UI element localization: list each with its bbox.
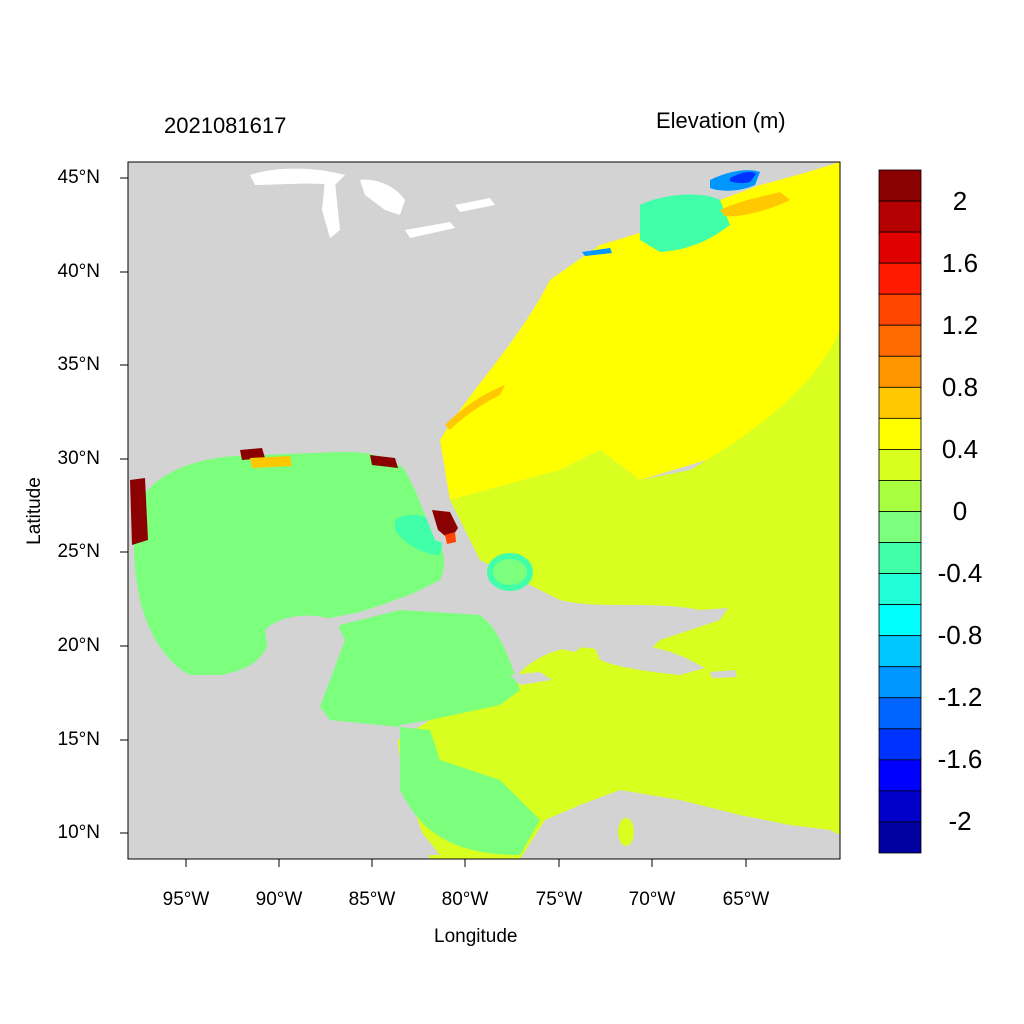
colorbar-box — [878, 542, 922, 574]
x-tick-label: 70°W — [628, 889, 676, 910]
lake-huron — [360, 179, 405, 215]
colorbar-box — [878, 449, 922, 481]
variable-title: Elevation (m) — [656, 108, 786, 133]
colorbar-label: 0.4 — [941, 434, 979, 464]
colorbar-box — [878, 666, 922, 699]
lake-ontario — [455, 198, 495, 212]
date-title: 2021081617 — [164, 113, 287, 138]
x-tick-label: 80°W — [441, 889, 489, 910]
colorbar-box — [878, 604, 922, 637]
x-tick-label: 75°W — [535, 889, 583, 910]
y-tick-label: 35°N — [57, 354, 100, 375]
x-tick-marks — [185, 859, 747, 867]
gulf-of-maine — [640, 194, 730, 252]
colorbar-box — [878, 480, 922, 512]
colorbar — [878, 169, 922, 854]
carolina-coast-high — [445, 385, 505, 430]
yucatan — [265, 615, 345, 720]
gulf-coast-surge — [240, 448, 265, 460]
colorbar-label: 0 — [952, 496, 968, 526]
nova-scotia-high — [720, 192, 790, 217]
colorbar-box — [878, 573, 922, 606]
colorbar-label: 1.2 — [941, 310, 979, 340]
colorbar-box — [878, 697, 922, 730]
colorbar-box — [878, 386, 922, 419]
y-tick-label: 25°N — [57, 541, 100, 562]
florida-surge — [432, 510, 458, 540]
atlantic-high-elevation — [440, 162, 840, 500]
lake-maracaibo — [618, 818, 634, 846]
y-tick-label: 20°N — [57, 635, 100, 656]
colorbar-box — [878, 262, 922, 295]
colorbar-label: 2 — [952, 186, 968, 216]
colorbar-label: -0.8 — [937, 620, 983, 650]
colorbar-label: -2 — [948, 806, 972, 836]
lake-superior — [250, 168, 345, 185]
maine-coast-lowest — [730, 171, 756, 184]
colorbar-label: -1.6 — [937, 744, 983, 774]
texas-coast-surge — [130, 478, 148, 545]
long-island-low — [582, 248, 612, 256]
puerto-rico — [710, 670, 737, 678]
y-tick-label: 10°N — [57, 822, 100, 843]
colorbar-box — [878, 169, 922, 202]
plot-frame — [127, 161, 841, 860]
colorbar-box — [878, 355, 922, 388]
x-tick-label: 95°W — [162, 889, 210, 910]
florida-keys-high — [445, 532, 456, 544]
y-tick-label: 15°N — [57, 729, 100, 750]
y-tick-label: 30°N — [57, 448, 100, 469]
cuba — [385, 593, 580, 652]
atlantic-mid-elevation — [398, 330, 840, 859]
colorbar-box — [878, 821, 922, 854]
colorbar-box — [878, 324, 922, 357]
colorbar-box — [878, 728, 922, 761]
gulf-of-mexico — [134, 451, 445, 675]
colorbar-label: -0.4 — [937, 558, 983, 588]
y-tick-label: 45°N — [57, 167, 100, 188]
colorbar-box — [878, 790, 922, 823]
hispaniola — [595, 644, 705, 675]
map-area — [128, 162, 840, 859]
lake-erie — [405, 222, 455, 238]
colorbar-box — [878, 200, 922, 233]
jamaica — [510, 672, 552, 685]
y-tick-label: 40°N — [57, 261, 100, 282]
gulf-coast-surge-east — [370, 455, 398, 468]
louisiana-coast-high — [250, 456, 292, 468]
bahamas-bank — [487, 553, 533, 591]
x-tick-label: 85°W — [348, 889, 396, 910]
colorbar-box — [878, 635, 922, 668]
x-axis-title: Longitude — [434, 926, 518, 947]
caribbean-sea — [315, 610, 540, 855]
colorbar-label: 1.6 — [941, 248, 979, 278]
x-tick-label: 65°W — [722, 889, 770, 910]
colorbar-box — [878, 417, 922, 450]
colorbar-label: 0.8 — [941, 372, 979, 402]
x-tick-label: 90°W — [255, 889, 303, 910]
lake-michigan — [322, 180, 340, 238]
y-tick-marks — [120, 177, 128, 834]
colorbar-box — [878, 759, 922, 792]
colorbar-box — [878, 511, 922, 543]
colorbar-label: -1.2 — [937, 682, 983, 712]
south-america — [520, 790, 840, 859]
colorbar-box — [878, 293, 922, 326]
colorbar-box — [878, 231, 922, 264]
central-america — [128, 720, 440, 859]
